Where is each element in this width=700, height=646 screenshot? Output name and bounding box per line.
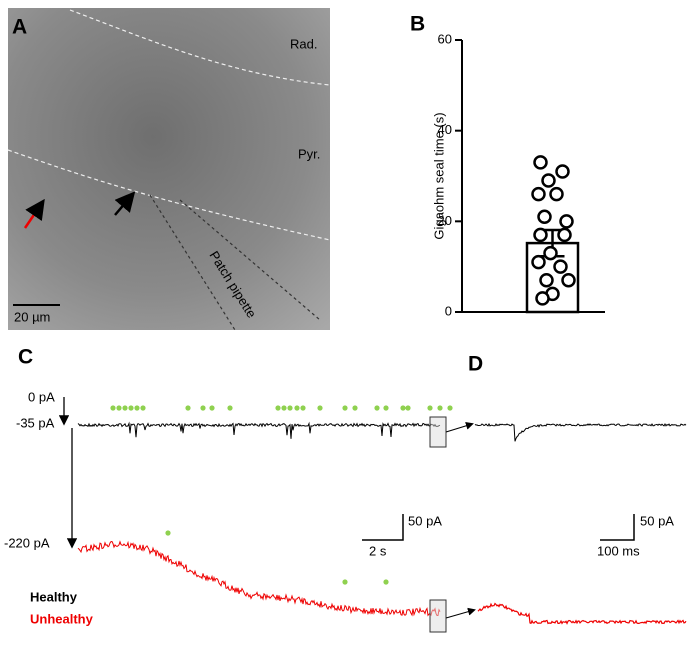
y-tick-label: 40 [438,122,452,137]
event-marker [128,405,134,411]
unhealthy-trace-zoom [477,602,687,625]
healthy-trace [77,421,441,439]
event-marker [200,405,206,411]
data-point [555,164,570,179]
event-marker [227,405,233,411]
event-marker [116,405,122,411]
inset-box [429,416,447,448]
event-marker [275,405,281,411]
panel-label: D [468,353,483,376]
scale-label: 100 ms [597,543,640,558]
event-marker [134,405,140,411]
event-marker [140,405,146,411]
arrow [445,607,476,619]
event-marker [300,405,306,411]
data-point [557,227,572,243]
event-marker [427,405,433,411]
event-marker [317,405,323,411]
traces [77,405,687,625]
unhealthy-trace [77,540,441,617]
data-point [531,254,546,270]
event-marker [185,405,191,411]
scale-bar [362,514,404,541]
event-marker [287,405,293,411]
data-point [533,155,548,170]
scale-label: 2 s [369,543,387,558]
event-marker [405,405,411,411]
scale-label: 50 pA [640,513,674,528]
panel-label: B [410,13,425,36]
event-marker [383,405,389,411]
scale-bar [600,514,635,541]
legend-entry: Healthy [30,589,78,604]
event-marker [342,579,348,585]
data-point [559,214,574,229]
panel-label: C [18,346,33,369]
event-marker [352,405,358,411]
bar-chart: 0 20 40 60 Gigaohm seal time (s) [431,31,605,318]
event-marker [165,530,171,536]
event-marker [437,405,443,411]
healthy-trace-zoom [474,422,687,442]
data-point [539,273,554,288]
event-marker [342,405,348,411]
event-marker [383,579,389,585]
event-marker [447,405,453,411]
data-point [533,227,548,243]
arrow [445,421,474,433]
region-label: Rad. [290,36,317,51]
y-tick-label: 0 [445,303,452,318]
event-marker [294,405,300,411]
region-label: Pyr. [298,146,320,161]
data-point [561,273,576,288]
event-marker [400,405,406,411]
y-axis-label: Gigaohm seal time (s) [431,112,446,239]
data-point [537,209,552,225]
event-marker [374,405,380,411]
y-tick-label: 60 [438,31,452,46]
data-point [553,259,568,274]
event-marker [122,405,128,411]
data-point [549,186,564,202]
scale-label: 20 µm [14,309,50,324]
level-label: 0 pA [28,389,55,404]
level-label: -35 pA [16,415,55,430]
data-point [535,291,550,306]
data-point [541,173,556,188]
event-marker [110,405,116,411]
event-marker [209,405,215,411]
event-marker [281,405,287,411]
level-label: -220 pA [4,535,50,550]
y-tick-label: 20 [438,213,452,228]
data-point [531,186,546,202]
micrograph [7,8,331,331]
inset-box [429,599,447,633]
data-point [543,245,558,261]
legend-entry: Unhealthy [30,611,94,626]
panel-label: A [12,16,27,39]
scale-label: 50 pA [408,513,442,528]
